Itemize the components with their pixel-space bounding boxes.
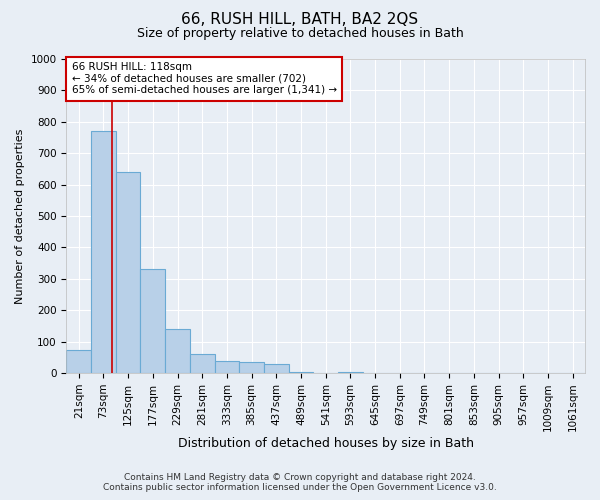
Text: Size of property relative to detached houses in Bath: Size of property relative to detached ho… xyxy=(137,28,463,40)
Text: 66 RUSH HILL: 118sqm
← 34% of detached houses are smaller (702)
65% of semi-deta: 66 RUSH HILL: 118sqm ← 34% of detached h… xyxy=(71,62,337,96)
Bar xyxy=(116,172,140,373)
Bar xyxy=(264,364,289,373)
Text: Contains HM Land Registry data © Crown copyright and database right 2024.
Contai: Contains HM Land Registry data © Crown c… xyxy=(103,473,497,492)
Bar xyxy=(338,372,363,373)
Bar xyxy=(239,362,264,373)
Bar xyxy=(289,372,313,373)
Bar xyxy=(165,329,190,373)
Text: 66, RUSH HILL, BATH, BA2 2QS: 66, RUSH HILL, BATH, BA2 2QS xyxy=(181,12,419,28)
Bar xyxy=(215,360,239,373)
Bar xyxy=(140,270,165,373)
Bar xyxy=(91,131,116,373)
X-axis label: Distribution of detached houses by size in Bath: Distribution of detached houses by size … xyxy=(178,437,474,450)
Bar xyxy=(67,350,91,373)
Bar xyxy=(190,354,215,373)
Y-axis label: Number of detached properties: Number of detached properties xyxy=(15,128,25,304)
